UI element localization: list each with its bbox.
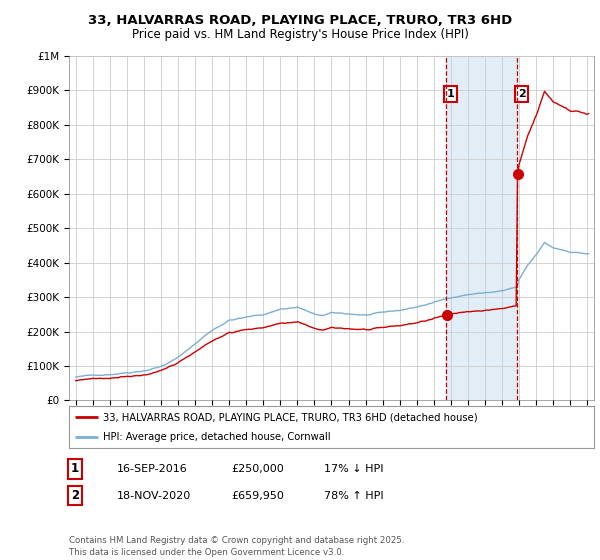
Text: 2: 2 bbox=[71, 489, 79, 502]
Text: 1: 1 bbox=[447, 89, 454, 99]
Bar bbox=[446, 56, 517, 400]
Text: 1: 1 bbox=[71, 462, 79, 475]
Text: 33, HALVARRAS ROAD, PLAYING PLACE, TRURO, TR3 6HD: 33, HALVARRAS ROAD, PLAYING PLACE, TRURO… bbox=[88, 14, 512, 27]
Text: 17% ↓ HPI: 17% ↓ HPI bbox=[324, 464, 383, 474]
Text: 2: 2 bbox=[518, 89, 526, 99]
Text: £659,950: £659,950 bbox=[231, 491, 284, 501]
Text: HPI: Average price, detached house, Cornwall: HPI: Average price, detached house, Corn… bbox=[103, 432, 331, 442]
Text: 18-NOV-2020: 18-NOV-2020 bbox=[117, 491, 191, 501]
Text: 78% ↑ HPI: 78% ↑ HPI bbox=[324, 491, 383, 501]
Text: 16-SEP-2016: 16-SEP-2016 bbox=[117, 464, 188, 474]
Text: 33, HALVARRAS ROAD, PLAYING PLACE, TRURO, TR3 6HD (detached house): 33, HALVARRAS ROAD, PLAYING PLACE, TRURO… bbox=[103, 412, 478, 422]
Text: Contains HM Land Registry data © Crown copyright and database right 2025.
This d: Contains HM Land Registry data © Crown c… bbox=[69, 536, 404, 557]
Text: Price paid vs. HM Land Registry's House Price Index (HPI): Price paid vs. HM Land Registry's House … bbox=[131, 28, 469, 41]
Text: £250,000: £250,000 bbox=[231, 464, 284, 474]
